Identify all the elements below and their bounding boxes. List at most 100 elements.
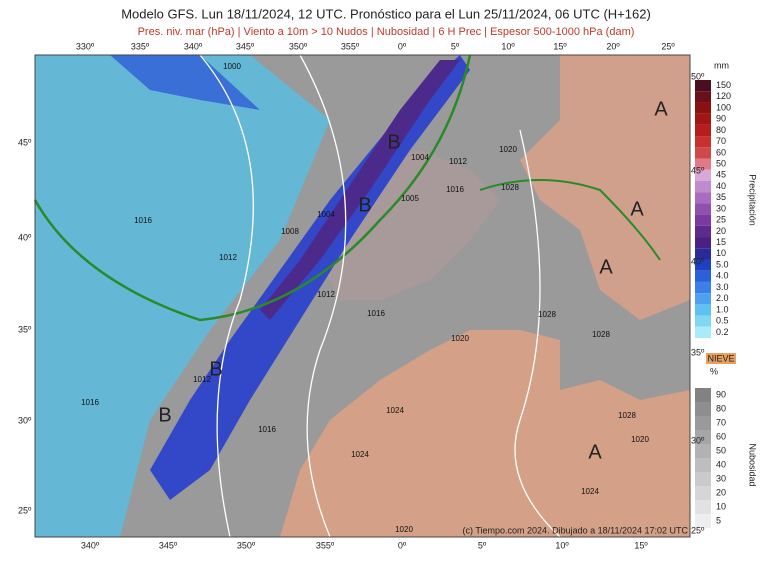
subtitle: Pres. niv. mar (hPa) | Viento a 10m > 10… [138, 26, 635, 38]
isobar-label: 1020 [451, 334, 469, 343]
footer: (c) Tiempo.com 2024. Dibujado a 18/11/20… [463, 525, 689, 535]
cloud-level: 60 [716, 431, 726, 441]
cloud-level: 40 [716, 459, 726, 469]
precip-unit: mm [714, 60, 729, 70]
isobar-label: 1008 [281, 227, 299, 236]
cloud-unit: % [710, 366, 718, 376]
title: Modelo GFS. Lun 18/11/2024, 12 UTC. Pron… [121, 6, 651, 21]
map-area [33, 54, 691, 538]
right-lat-label: 45º [691, 165, 705, 175]
bottom-lon-label: 10º [555, 540, 569, 550]
precip-swatch [695, 326, 711, 338]
precip-level: 70 [716, 136, 726, 146]
pressure-center: A [599, 256, 613, 278]
precip-swatch [695, 180, 711, 193]
left-lat-label: 45º [18, 137, 32, 147]
precip-level: 4.0 [716, 271, 729, 281]
left-lat-label: 35º [18, 324, 32, 334]
bottom-lon-label: 15º [634, 540, 648, 550]
cloud-level: 30 [716, 473, 726, 483]
precip-level: 25 [716, 215, 726, 225]
pressure-center: A [654, 98, 668, 120]
bottom-lon-label: 340º [81, 540, 100, 550]
precip-level: 60 [716, 147, 726, 157]
isobar-label: 1004 [411, 153, 429, 162]
precip-heavy-north [110, 55, 260, 110]
isobar-label: 1012 [317, 290, 335, 299]
pressure-center: B [158, 404, 171, 426]
cloud-swatch [695, 500, 711, 514]
precip-level: 150 [716, 80, 731, 90]
precip-swatch [695, 259, 711, 271]
precip-swatch [695, 91, 711, 103]
precip-level: 45 [716, 170, 726, 180]
precip-swatch [695, 281, 711, 294]
precip-level: 5.0 [716, 259, 729, 269]
left-lat-label: 25º [18, 505, 32, 515]
right-lat-label: 25º [691, 525, 705, 535]
bottom-lon-label: 355º [316, 540, 335, 550]
cloud-swatch [695, 472, 711, 486]
pressure-center: B [387, 131, 400, 153]
precip-level: 15 [716, 237, 726, 247]
isobar-label: 1020 [631, 435, 649, 444]
precip-swatch [695, 124, 711, 137]
isobar-label: 1004 [317, 210, 335, 219]
bottom-lon-label: 5º [478, 540, 487, 550]
pressure-center: A [588, 441, 602, 463]
top-lon-label: 340º [184, 41, 203, 51]
isobar-label: 1000 [223, 62, 241, 71]
precip-swatch [695, 248, 711, 260]
precip-area [35, 55, 330, 537]
cloud-level: 20 [716, 487, 726, 497]
precip-swatch [695, 192, 711, 204]
isobar-label: 1028 [538, 310, 556, 319]
pressure-center: A [630, 198, 644, 220]
precip-swatch [695, 214, 711, 226]
front-line-east [479, 179, 661, 261]
top-lon-label: 0º [398, 41, 407, 51]
precip-swatch [695, 225, 711, 238]
right-lat-label: 50º [691, 71, 705, 81]
cloud-title: Nubosidad [748, 443, 758, 486]
top-lon-label: 5º [451, 41, 460, 51]
africa-land [280, 330, 690, 537]
precip-level: 80 [716, 125, 726, 135]
pressure-center: B [209, 358, 222, 380]
precip-swatch [695, 158, 711, 170]
isobar-label: 1016 [258, 425, 276, 434]
isobar-label: 1016 [367, 309, 385, 318]
precip-level: 10 [716, 248, 726, 258]
cloud-level: 90 [716, 389, 726, 399]
precip-level: 0.2 [716, 327, 729, 337]
cloud-swatch [695, 514, 711, 528]
cloud-swatch [695, 444, 711, 458]
precip-swatch [695, 270, 711, 282]
isobar-label: 1028 [501, 183, 519, 192]
precip-swatch [695, 315, 711, 327]
cloud-level: 10 [716, 501, 726, 511]
isobar-label: 1016 [81, 398, 99, 407]
bottom-lon-label: 350º [237, 540, 256, 550]
top-lon-label: 345º [236, 41, 255, 51]
precip-swatch [695, 293, 711, 305]
snow-badge [706, 353, 736, 364]
precip-level: 50 [716, 159, 726, 169]
isobar-label: 1020 [499, 145, 517, 154]
precip-level: 35 [716, 192, 726, 202]
isobars [199, 54, 561, 538]
isobar-label: 1024 [351, 450, 369, 459]
precip-swatch [695, 136, 711, 148]
cloud-level: 80 [716, 403, 726, 413]
isobar-label: 1024 [581, 487, 599, 496]
cloud-swatch [695, 430, 711, 444]
top-lon-label: 330º [76, 41, 95, 51]
cloud-level: 50 [716, 445, 726, 455]
cloud-swatch [695, 416, 711, 430]
isobar-label: 1024 [386, 406, 404, 415]
precip-level: 100 [716, 102, 731, 112]
isobar-label: 1020 [395, 525, 413, 534]
precip-level: 120 [716, 91, 731, 101]
colorbars: 150120100908070605045403530252015105.04.… [695, 80, 731, 528]
